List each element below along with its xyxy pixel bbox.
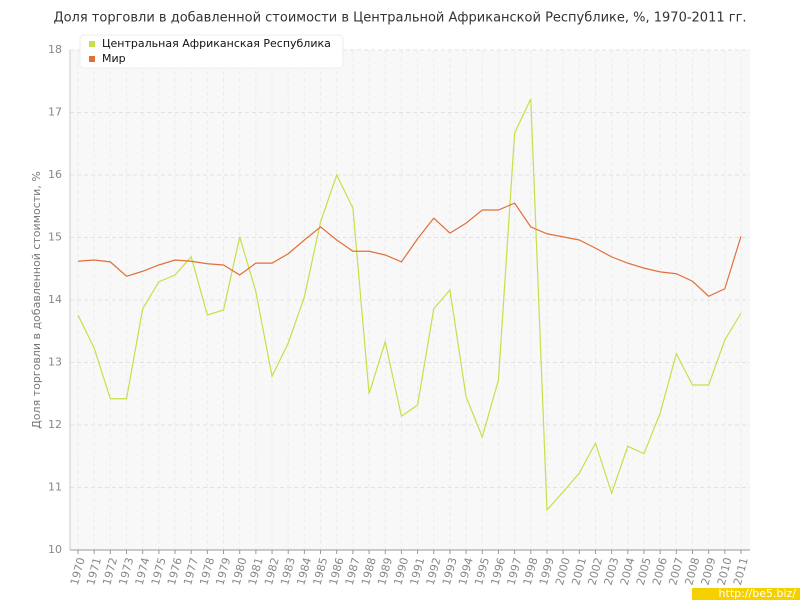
- y-tick-label: 14: [48, 293, 62, 306]
- y-axis-label: Доля торговли в добавленной стоимости, %: [30, 171, 43, 429]
- y-tick-label: 13: [48, 356, 62, 369]
- y-tick-label: 12: [48, 418, 62, 431]
- y-tick-label: 11: [48, 481, 62, 494]
- y-tick-label: 10: [48, 543, 62, 556]
- watermark-bg: [692, 588, 800, 600]
- y-tick-label: 15: [48, 231, 62, 244]
- series-line: [77, 98, 742, 512]
- watermark: http://be5.biz/: [719, 587, 797, 600]
- legend-swatch: [89, 56, 95, 62]
- legend-label: Мир: [102, 52, 126, 65]
- legend-box: [79, 34, 344, 69]
- y-tick-label: 16: [48, 168, 62, 181]
- legend-label: Центральная Африканская Республика: [102, 37, 331, 50]
- legend-swatch: [89, 41, 95, 47]
- y-tick-label: 17: [48, 106, 62, 119]
- chart-title: Доля торговли в добавленной стоимости в …: [53, 11, 746, 26]
- y-tick-label: 18: [48, 43, 62, 56]
- series-line: [77, 202, 742, 297]
